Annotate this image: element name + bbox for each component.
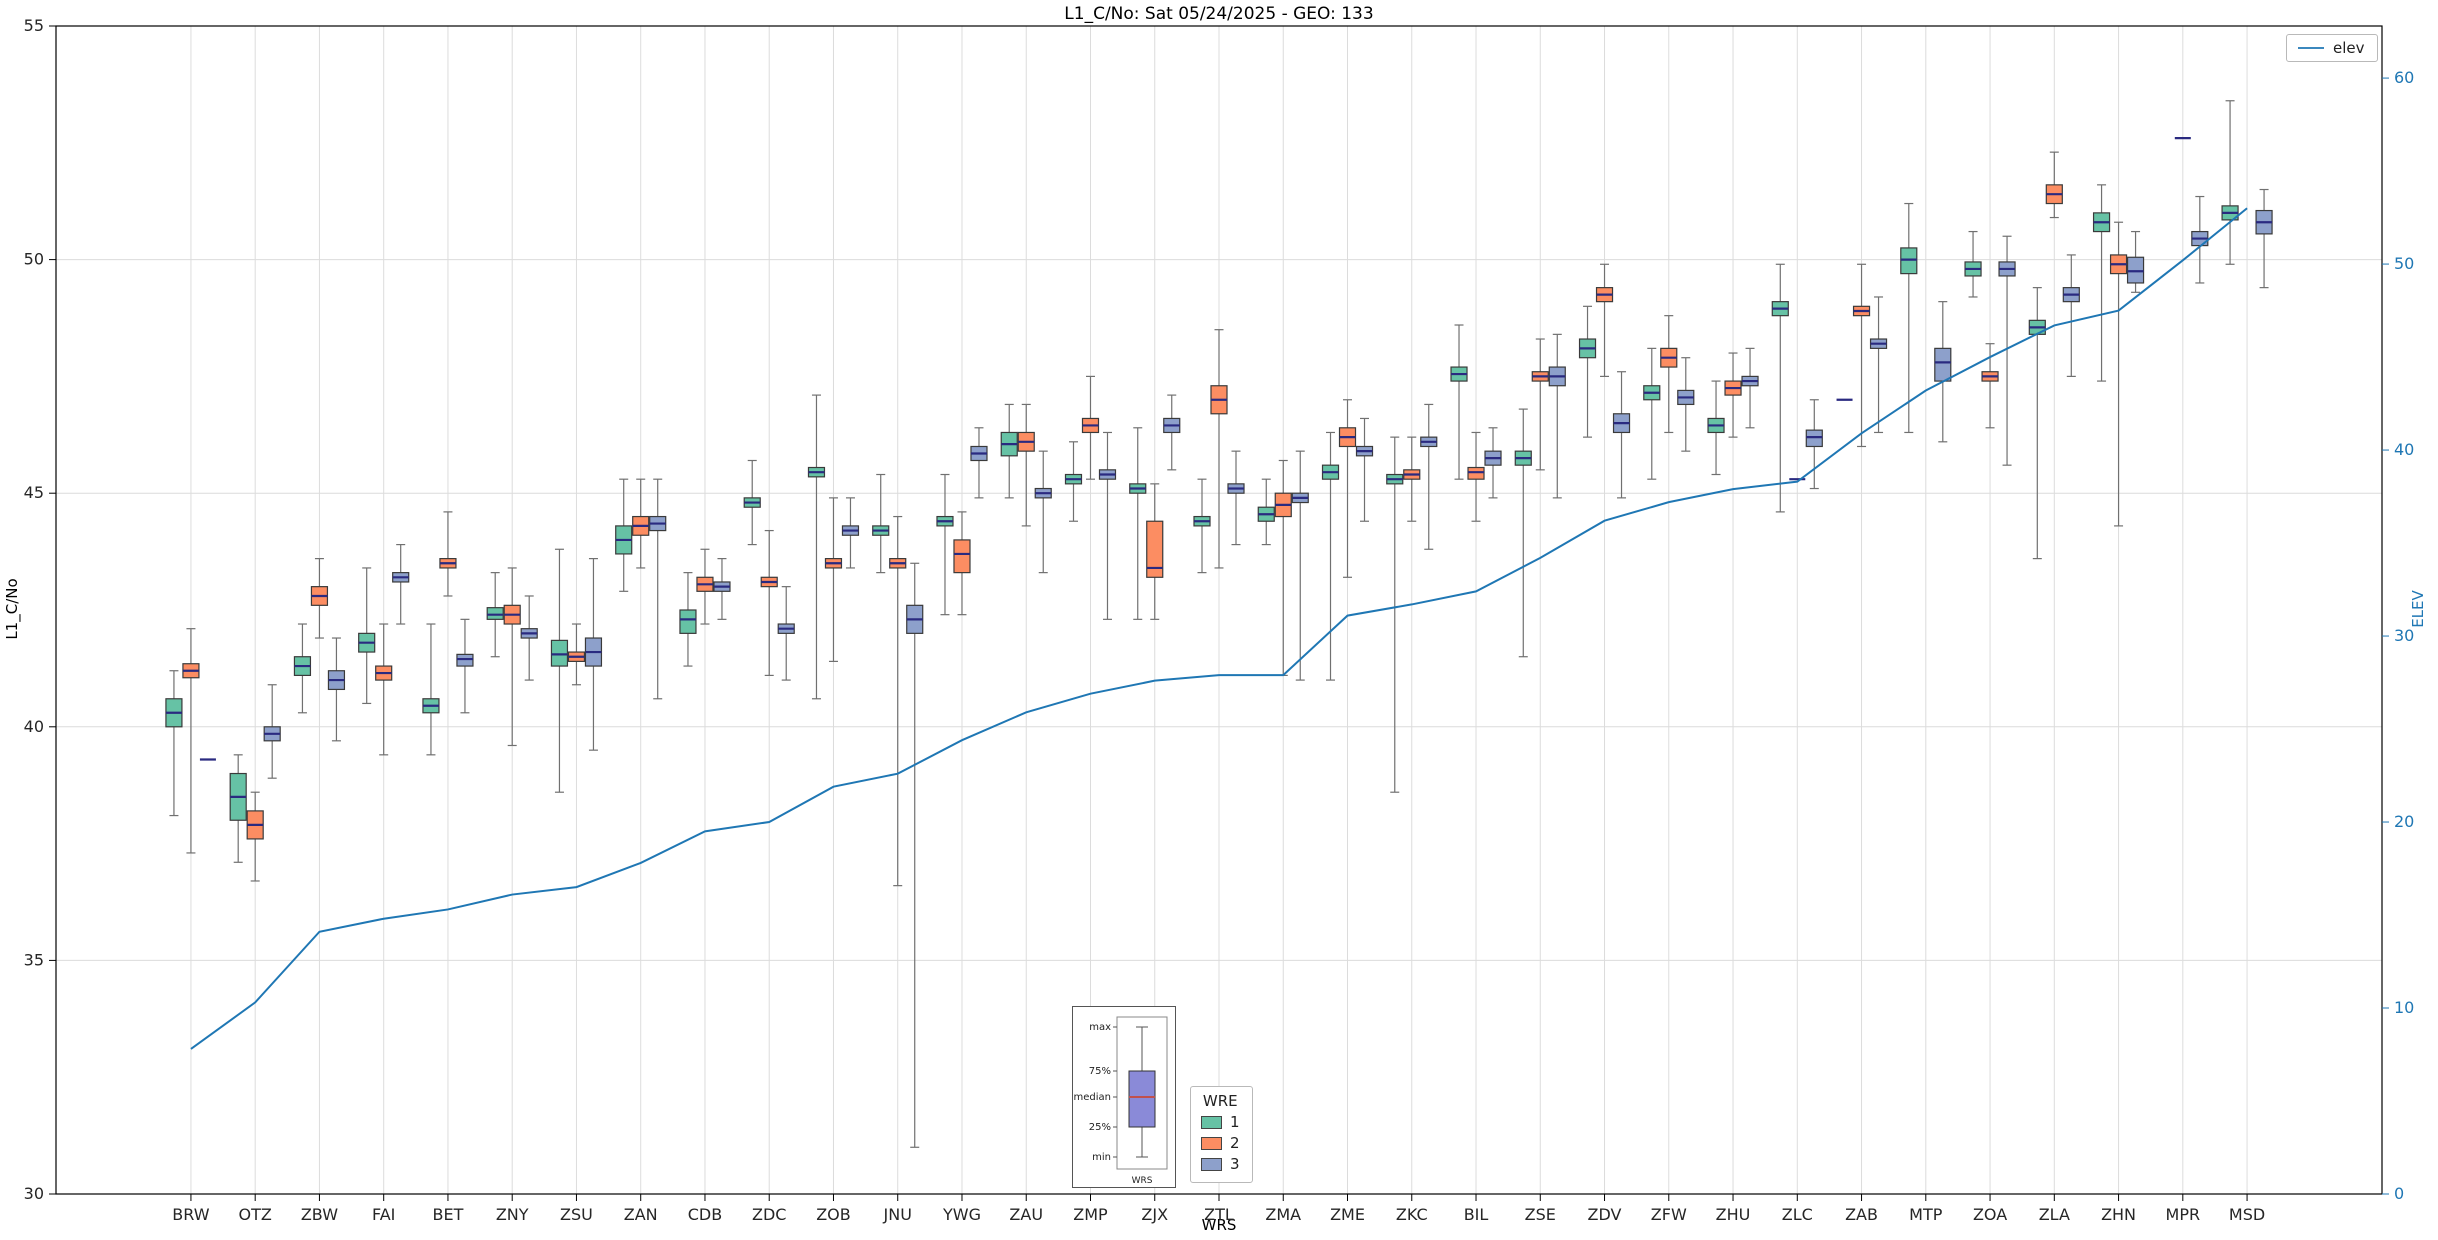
inset-label: 75% <box>1089 1066 1111 1077</box>
inset-axes <box>1116 1016 1168 1170</box>
y-tick-label-left: 40 <box>24 717 44 736</box>
y-tick-label-right: 10 <box>2394 998 2414 1017</box>
inset-label: max <box>1089 1022 1111 1033</box>
wre-swatch-2 <box>1201 1136 1222 1150</box>
x-tick-label: OTZ <box>239 1205 272 1224</box>
box <box>550 639 569 667</box>
elev-line-swatch <box>2298 47 2324 49</box>
chart-title: L1_C/No: Sat 05/24/2025 - GEO: 133 <box>1064 4 1374 24</box>
x-tick-label: ZDC <box>752 1205 786 1224</box>
box <box>1900 247 1918 275</box>
x-tick-label: CDB <box>688 1205 722 1224</box>
wre-legend-title: WRE <box>1202 1092 1238 1110</box>
x-tick-label: ZOB <box>816 1205 851 1224</box>
x-tick-label: ZAN <box>624 1205 658 1224</box>
inset-caption: WRS <box>1132 1176 1153 1186</box>
x-tick-label: MSD <box>2229 1205 2265 1224</box>
x-tick-label: MTP <box>1909 1205 1943 1224</box>
x-tick-label: ZLA <box>2039 1205 2070 1224</box>
y-tick-label-left: 55 <box>24 16 44 35</box>
elev-legend-label: elev <box>2333 39 2365 57</box>
x-axis-label: WRS <box>1201 1216 1237 1234</box>
x-tick-label: ZDV <box>1588 1205 1622 1224</box>
wre-item-label: 3 <box>1230 1155 1240 1173</box>
x-tick-label: ZJX <box>1141 1205 1168 1224</box>
elev-line <box>190 207 2248 1050</box>
x-tick-label: ZHN <box>2101 1205 2136 1224</box>
x-tick-label: ZSU <box>560 1205 593 1224</box>
wre-legend-item: 3 <box>1201 1155 1240 1173</box>
x-tick-label: ZBW <box>301 1205 338 1224</box>
x-tick-label: ZOA <box>1973 1205 2007 1224</box>
boxplot-anatomy-inset: max 75% median 25% min WRS <box>1072 1006 1176 1188</box>
box <box>2126 256 2145 284</box>
y-tick-label-right: 20 <box>2394 812 2414 831</box>
x-tick-label: ZFW <box>1651 1205 1687 1224</box>
y-tick-label-right: 30 <box>2394 626 2414 645</box>
inset-box <box>1128 1070 1156 1128</box>
x-tick-label: BIL <box>1464 1205 1489 1224</box>
box <box>486 607 504 620</box>
y-tick-label-left: 35 <box>24 950 44 969</box>
y-tick-label-left: 45 <box>24 483 44 502</box>
x-tick-label: ZTL <box>1204 1205 1234 1224</box>
x-tick-label: ZSE <box>1525 1205 1556 1224</box>
x-tick-label: ZAU <box>1009 1205 1043 1224</box>
x-tick-label: ZMP <box>1073 1205 1108 1224</box>
x-tick-label: FAI <box>372 1205 395 1224</box>
y-tick-label-right: 60 <box>2394 68 2414 87</box>
box <box>679 609 697 634</box>
box <box>1934 347 1952 382</box>
inset-label: min <box>1092 1152 1111 1163</box>
wre-legend-item: 1 <box>1201 1113 1240 1131</box>
inset-label: median <box>1074 1092 1112 1103</box>
wre-legend-items: 1 2 3 <box>1201 1113 1240 1173</box>
x-tick-label: MPR <box>2166 1205 2201 1224</box>
wre-legend-item: 2 <box>1201 1134 1240 1152</box>
box <box>1146 520 1164 578</box>
box <box>953 539 971 574</box>
x-tick-label: ZHU <box>1716 1205 1751 1224</box>
box <box>456 653 474 667</box>
y-tick-label-right: 0 <box>2394 1184 2404 1203</box>
x-tick-label: ZME <box>1330 1205 1365 1224</box>
y-tick-label-right: 50 <box>2394 254 2414 273</box>
x-tick-label: ZNY <box>496 1205 529 1224</box>
elev-legend: elev <box>2286 34 2378 62</box>
wre-item-label: 2 <box>1230 1134 1240 1152</box>
x-tick-label: JNU <box>883 1205 912 1224</box>
x-tick-label: BET <box>433 1205 464 1224</box>
x-tick-label: ZAB <box>1845 1205 1878 1224</box>
x-tick-label: ZLC <box>1782 1205 1813 1224</box>
wre-legend: WRE 1 2 3 <box>1190 1086 1253 1183</box>
y-tick-label-right: 40 <box>2394 440 2414 459</box>
inset-label: 25% <box>1089 1122 1111 1133</box>
wre-swatch-1 <box>1201 1115 1222 1129</box>
wre-item-label: 1 <box>1230 1113 1240 1131</box>
y-tick-label-left: 30 <box>24 1184 44 1203</box>
box <box>1467 466 1485 480</box>
x-tick-label: ZKC <box>1396 1205 1428 1224</box>
x-tick-label: BRW <box>172 1205 209 1224</box>
y-tick-label-left: 50 <box>24 250 44 269</box>
wre-swatch-3 <box>1201 1157 1222 1171</box>
boxplot-anatomy-diagram: max 75% median 25% min WRS <box>1074 1016 1168 1186</box>
x-tick-label: YWG <box>942 1205 981 1224</box>
x-tick-label: ZMA <box>1265 1205 1301 1224</box>
box <box>1805 429 1823 448</box>
